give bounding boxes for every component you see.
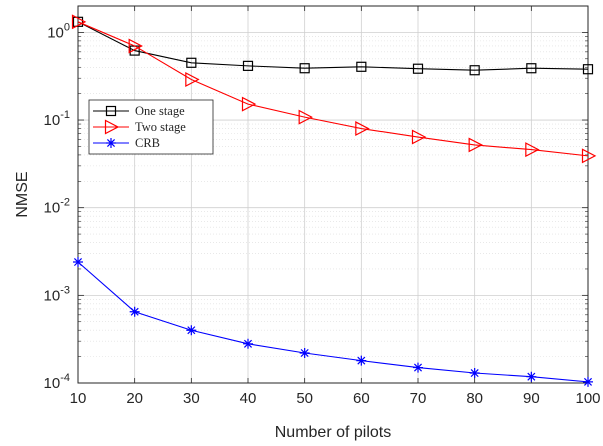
series-line-crb — [77, 261, 589, 383]
data-point-crb — [469, 368, 480, 379]
y-tick-label: 10-1 — [44, 109, 70, 129]
x-tick-label: 30 — [183, 390, 200, 407]
data-point-crb — [186, 325, 197, 336]
data-point-crb — [413, 362, 423, 373]
data-point-two-stage — [355, 121, 370, 137]
series-one-stage — [72, 16, 594, 76]
data-point-crb — [526, 371, 537, 382]
y-tick-label: 10-4 — [44, 372, 70, 392]
data-point-two-stage — [468, 137, 483, 153]
axes-box — [77, 5, 589, 384]
y-tick-label: 100 — [47, 21, 70, 41]
data-point-two-stage — [241, 96, 257, 112]
legend-label-one-stage: One stage — [135, 104, 185, 118]
x-tick-label: 60 — [353, 390, 370, 407]
series-layer — [71, 14, 597, 387]
legend-label-crb: CRB — [135, 136, 160, 150]
data-point-one-stage — [356, 61, 367, 72]
x-tick-label: 70 — [410, 390, 427, 407]
legend: One stage Two stage CRB — [88, 99, 214, 155]
data-point-one-stage — [582, 64, 594, 75]
data-point-two-stage — [128, 38, 143, 54]
data-point-one-stage — [526, 63, 537, 74]
x-tick-label: 100 — [575, 390, 600, 407]
data-point-one-stage — [299, 63, 310, 74]
axes: 10 20 30 40 50 60 70 80 90 100 10-4 10-3 10-2 10-1 100 — [44, 5, 601, 407]
data-point-crb — [129, 306, 140, 317]
data-point-two-stage — [298, 109, 313, 125]
data-point-crb — [73, 257, 83, 268]
series-crb — [73, 257, 593, 387]
y-tick-label: 10-3 — [44, 284, 70, 304]
x-tick-label: 90 — [523, 390, 540, 407]
data-point-two-stage — [525, 142, 540, 158]
legend-label-two-stage: Two stage — [135, 120, 186, 134]
data-point-crb — [299, 347, 310, 358]
data-point-two-stage — [71, 14, 87, 30]
data-point-one-stage — [412, 63, 424, 74]
legend-marker-one-stage — [105, 105, 117, 117]
x-tick-label: 40 — [240, 390, 257, 407]
series-line-two-stage — [77, 21, 589, 157]
data-point-two-stage — [581, 148, 597, 164]
data-point-two-stage — [411, 129, 427, 145]
x-tick-label: 20 — [126, 390, 143, 407]
x-tick-label: 10 — [70, 390, 87, 407]
y-axis-label: NMSE — [14, 171, 31, 217]
data-point-crb — [583, 376, 593, 387]
series-two-stage — [71, 14, 597, 164]
x-tick-label: 80 — [466, 390, 483, 407]
data-point-one-stage — [469, 65, 480, 76]
series-line-one-stage — [77, 21, 589, 71]
data-point-one-stage — [186, 57, 197, 68]
x-axis-label: Number of pilots — [275, 424, 392, 441]
y-tick-label: 10-2 — [44, 197, 70, 217]
data-point-one-stage — [242, 60, 254, 71]
data-point-one-stage — [72, 16, 84, 27]
legend-marker-crb — [106, 138, 116, 148]
data-point-two-stage — [185, 72, 200, 87]
x-tick-label: 50 — [296, 390, 313, 407]
legend-marker-two-stage — [104, 119, 120, 135]
data-point-crb — [243, 338, 253, 349]
data-point-crb — [356, 355, 367, 366]
